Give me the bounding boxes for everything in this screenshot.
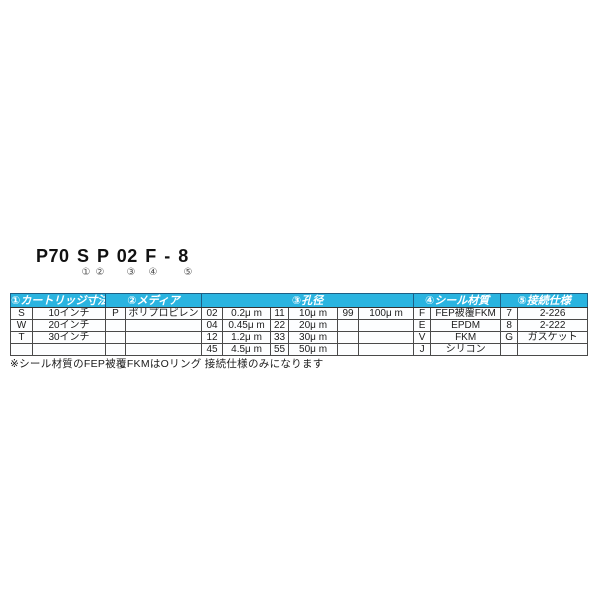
table-row: 45 4.5μ m 55 50μ m J シリコン	[10, 343, 589, 356]
pore-code-cell: 55	[270, 343, 290, 356]
pore-value-cell: 50μ m	[288, 343, 339, 356]
media-code-cell: P	[105, 307, 127, 320]
pore-code-cell: 02	[201, 307, 224, 320]
conn-code-cell: G	[500, 331, 519, 344]
pore-value-cell	[358, 319, 415, 332]
seal-value-cell: シリコン	[430, 343, 502, 356]
media-value-cell	[125, 331, 203, 344]
pore-value-cell: 30μ m	[288, 331, 339, 344]
pore-value-cell: 100μ m	[358, 307, 415, 320]
seal-code-cell: E	[413, 319, 432, 332]
code-marker-1: ①	[81, 267, 91, 278]
conn-value-cell: 2-226	[517, 307, 589, 320]
pore-code-cell: 45	[201, 343, 224, 356]
col-header-cartridge-size: ①カートリッジ寸法	[9, 293, 107, 308]
conn-value-cell: ガスケット	[517, 331, 589, 344]
size-value-cell	[31, 343, 107, 356]
col-header-seal-material: ④シール材質	[413, 293, 502, 308]
pore-value-cell: 10μ m	[288, 307, 339, 320]
pore-value-cell: 4.5μ m	[222, 343, 272, 356]
pore-code-cell: 12	[201, 331, 224, 344]
media-value-cell: ポリプロピレン	[125, 307, 203, 320]
media-code-cell	[105, 343, 127, 356]
conn-value-cell: 2-222	[517, 319, 589, 332]
col-header-media: ②メディア	[105, 293, 203, 308]
pore-value-cell: 20μ m	[288, 319, 339, 332]
conn-code-cell	[500, 343, 519, 356]
code-marker-4: ④	[148, 267, 158, 278]
seal-value-cell: EPDM	[430, 319, 502, 332]
seal-code-cell: F	[413, 307, 432, 320]
media-value-cell	[125, 343, 203, 356]
col-header-pore-size: ③孔径	[201, 293, 415, 308]
pore-code-cell: 22	[270, 319, 290, 332]
seal-value-cell: FEP被覆FKM	[430, 307, 502, 320]
pore-code-cell: 33	[270, 331, 290, 344]
footnote: ※シール材質のFEP被覆FKMはOリング 接続仕様のみになります	[10, 358, 324, 370]
pore-code-cell	[337, 319, 360, 332]
pore-value-cell: 0.45μ m	[222, 319, 272, 332]
pore-code-cell: 04	[201, 319, 224, 332]
size-value-cell: 20インチ	[31, 319, 107, 332]
size-code-cell	[10, 343, 33, 356]
pore-value-cell: 1.2μ m	[222, 331, 272, 344]
col-header-connection-spec: ⑤接続仕様	[500, 293, 589, 308]
product-code-title: P70 S P 02 F - 8	[36, 246, 189, 266]
seal-code-cell: V	[413, 331, 432, 344]
conn-code-cell: 8	[500, 319, 519, 332]
code-marker-5: ⑤	[183, 267, 193, 278]
spec-table: ①カートリッジ寸法 ②メディア ③孔径 ④シール材質 ⑤接続仕様 S 10インチ…	[9, 293, 589, 356]
size-code-cell: S	[10, 307, 33, 320]
size-code-cell: W	[10, 319, 33, 332]
seal-value-cell: FKM	[430, 331, 502, 344]
size-code-cell: T	[10, 331, 33, 344]
code-marker-3: ③	[126, 267, 136, 278]
pore-code-cell: 99	[337, 307, 360, 320]
table-row: T 30インチ 12 1.2μ m 33 30μ m V FKM G ガスケット	[10, 331, 589, 344]
size-value-cell: 10インチ	[31, 307, 107, 320]
pore-code-cell: 11	[270, 307, 290, 320]
media-code-cell	[105, 331, 127, 344]
code-markers: ① ② ③ ④ ⑤	[0, 268, 600, 280]
pore-code-cell	[337, 331, 360, 344]
table-row: S 10インチ P ポリプロピレン 02 0.2μ m 11 10μ m 99 …	[10, 307, 589, 320]
pore-value-cell	[358, 331, 415, 344]
header-row: ①カートリッジ寸法 ②メディア ③孔径 ④シール材質 ⑤接続仕様	[9, 293, 589, 308]
conn-code-cell: 7	[500, 307, 519, 320]
pore-value-cell	[358, 343, 415, 356]
code-marker-2: ②	[95, 267, 105, 278]
conn-value-cell	[517, 343, 589, 356]
pore-value-cell: 0.2μ m	[222, 307, 272, 320]
media-code-cell	[105, 319, 127, 332]
media-value-cell	[125, 319, 203, 332]
seal-code-cell: J	[413, 343, 432, 356]
pore-code-cell	[337, 343, 360, 356]
size-value-cell: 30インチ	[31, 331, 107, 344]
table-row: W 20インチ 04 0.45μ m 22 20μ m E EPDM 8 2-2…	[10, 319, 589, 332]
